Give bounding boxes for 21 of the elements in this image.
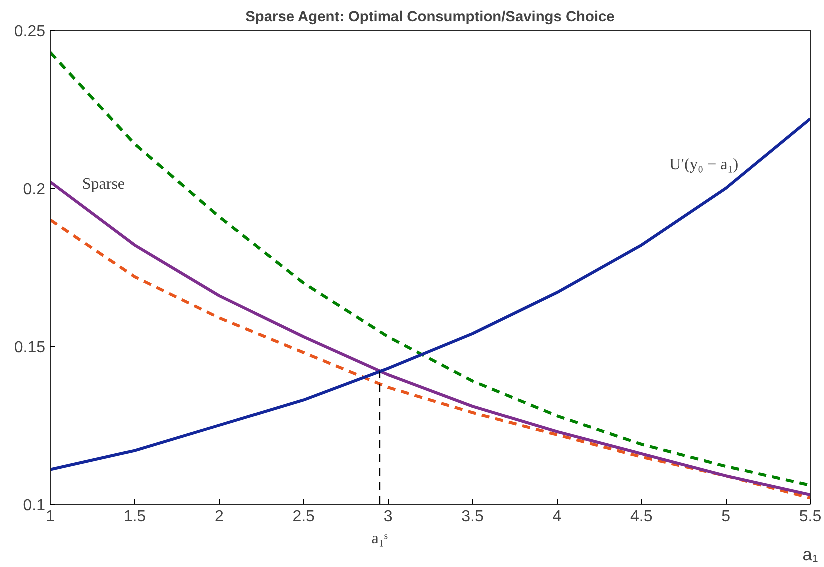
- x-tick-label: 2: [214, 508, 224, 526]
- x-tick-label: 5.5: [799, 508, 822, 526]
- text: a₁ˢ: [372, 530, 388, 548]
- x-tick-label: 4: [552, 508, 562, 526]
- x-tick-label: 3.5: [462, 508, 484, 526]
- y-tick-label: 0.25: [14, 24, 46, 40]
- line-series: [50, 51, 810, 488]
- x-axis-title: a₁: [802, 544, 818, 564]
- annotation: U′(y₀ − a₁): [670, 156, 739, 174]
- y-tick-label: 0.1: [23, 498, 46, 514]
- x-tick-label: 2.5: [292, 508, 316, 526]
- y-tick-label: 0.15: [14, 340, 46, 356]
- chart-title: Sparse Agent: Optimal Consumption/Savings Choice: [246, 10, 615, 26]
- x-tick-label: 4.5: [630, 508, 653, 526]
- x-tick-label: 3: [384, 508, 393, 526]
- x-tick-label: 1: [46, 508, 56, 526]
- x-tick-label: 5: [722, 508, 731, 526]
- y-tick-label: 0.2: [23, 182, 46, 198]
- line-series: [50, 117, 810, 472]
- x-tick-label: 1.5: [124, 508, 146, 526]
- annotation: Sparse: [82, 176, 126, 193]
